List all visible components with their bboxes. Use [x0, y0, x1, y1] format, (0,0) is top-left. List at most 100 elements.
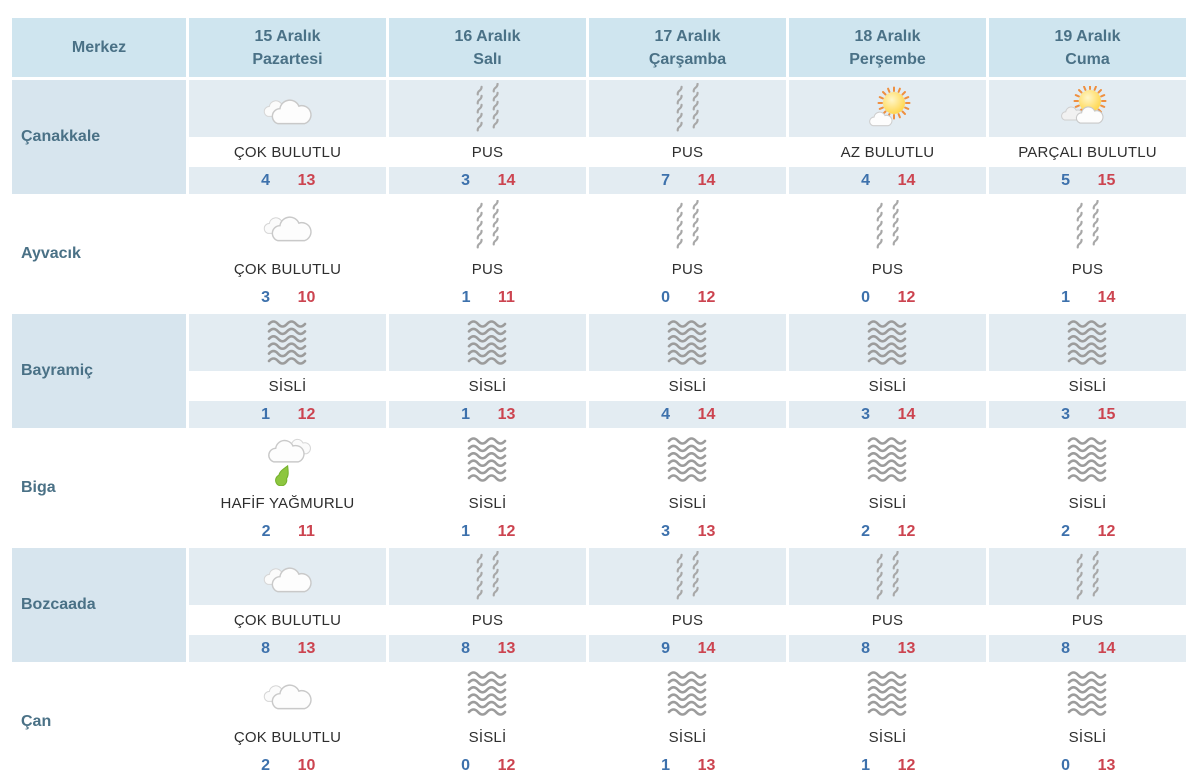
city-name-canakkale[interactable]: Çanakkale	[12, 80, 186, 194]
temperature-pair: 2 12	[789, 518, 986, 545]
city-name-ayvacik[interactable]: Ayvacık	[12, 197, 186, 311]
min-temp: 1	[461, 522, 471, 540]
condition-label: PUS	[789, 254, 986, 284]
header-day-0: 15 Aralık Pazartesi	[189, 18, 386, 77]
header-day-1: 16 Aralık Salı	[389, 18, 586, 77]
forecast-cell: HAFİF YAĞMURLU 2 11	[189, 431, 386, 545]
min-temp: 8	[1061, 639, 1071, 657]
forecast-cell: SİSLİ 1 12	[789, 665, 986, 779]
haze-icon	[667, 82, 709, 135]
min-temp: 2	[861, 522, 871, 540]
header-day-4: 19 Aralık Cuma	[989, 18, 1186, 77]
condition-label: SİSLİ	[189, 371, 386, 401]
forecast-cell: PUS 7 14	[589, 80, 786, 194]
weather-icon-area	[189, 665, 386, 722]
weather-icon-area	[789, 197, 986, 254]
weather-icon-area	[989, 431, 1186, 488]
condition-label: SİSLİ	[989, 371, 1186, 401]
min-temp: 0	[1061, 756, 1071, 774]
max-temp: 12	[697, 288, 716, 306]
max-temp: 13	[1097, 756, 1116, 774]
haze-icon	[867, 550, 909, 603]
max-temp: 13	[497, 405, 516, 423]
weather-icon-area	[589, 314, 786, 371]
temperature-pair: 3 13	[589, 518, 786, 545]
weather-icon-area	[189, 431, 386, 488]
city-name-can[interactable]: Çan	[12, 665, 186, 779]
forecast-cell: SİSLİ 3 15	[989, 314, 1186, 428]
min-temp: 3	[461, 171, 471, 189]
min-temp: 8	[861, 639, 871, 657]
condition-label: PUS	[589, 605, 786, 635]
max-temp: 14	[897, 405, 916, 423]
min-temp: 5	[1061, 171, 1071, 189]
condition-label: PUS	[989, 605, 1186, 635]
condition-label: AZ BULUTLU	[789, 137, 986, 167]
weather-icon-area	[589, 548, 786, 605]
condition-label: SİSLİ	[789, 488, 986, 518]
condition-label: SİSLİ	[389, 722, 586, 752]
temperature-pair: 7 14	[589, 167, 786, 194]
max-temp: 11	[498, 288, 515, 306]
condition-label: ÇOK BULUTLU	[189, 254, 386, 284]
max-temp: 10	[297, 756, 316, 774]
weather-icon-area	[589, 665, 786, 722]
city-name-bayramic[interactable]: Bayramiç	[12, 314, 186, 428]
temperature-pair: 3 15	[989, 401, 1186, 428]
city-name-bozcaada[interactable]: Bozcaada	[12, 548, 186, 662]
temperature-pair: 9 14	[589, 635, 786, 662]
condition-label: SİSLİ	[589, 488, 786, 518]
temperature-pair: 3 14	[389, 167, 586, 194]
forecast-cell: PUS 8 14	[989, 548, 1186, 662]
temperature-pair: 4 13	[189, 167, 386, 194]
forecast-cell: PUS 1 14	[989, 197, 1186, 311]
max-temp: 15	[1097, 171, 1116, 189]
max-temp: 13	[697, 756, 716, 774]
min-temp: 2	[1061, 522, 1071, 540]
weather-icon-area	[789, 665, 986, 722]
fog-icon	[1065, 435, 1111, 485]
temperature-pair: 3 10	[189, 284, 386, 311]
temperature-pair: 1 14	[989, 284, 1186, 311]
forecast-cell: SİSLİ 4 14	[589, 314, 786, 428]
weather-icon-area	[389, 548, 586, 605]
header-day-weekday: Salı	[473, 50, 502, 68]
forecast-cell: PUS 3 14	[389, 80, 586, 194]
min-temp: 9	[661, 639, 671, 657]
max-temp: 13	[897, 639, 916, 657]
forecast-cell: PUS 0 12	[789, 197, 986, 311]
max-temp: 14	[697, 171, 716, 189]
fog-icon	[665, 318, 711, 368]
forecast-cell: SİSLİ 1 12	[189, 314, 386, 428]
max-temp: 12	[297, 405, 316, 423]
partly-cloudy-icon	[1060, 85, 1116, 132]
min-temp: 0	[861, 288, 871, 306]
light-rain-icon	[261, 434, 315, 486]
condition-label: PUS	[989, 254, 1186, 284]
forecast-cell: ÇOK BULUTLU 2 10	[189, 665, 386, 779]
temperature-pair: 8 13	[789, 635, 986, 662]
weather-icon-area	[989, 548, 1186, 605]
max-temp: 12	[897, 288, 916, 306]
max-temp: 13	[497, 639, 516, 657]
city-name-biga[interactable]: Biga	[12, 431, 186, 545]
fog-icon	[665, 669, 711, 719]
forecast-cell: SİSLİ 0 13	[989, 665, 1186, 779]
temperature-pair: 2 11	[189, 518, 386, 545]
haze-icon	[467, 550, 509, 603]
header-day-3: 18 Aralık Perşembe	[789, 18, 986, 77]
haze-icon	[667, 199, 709, 252]
forecast-cell: PUS 0 12	[589, 197, 786, 311]
min-temp: 0	[461, 756, 471, 774]
cloudy-icon	[261, 555, 315, 599]
forecast-cell: ÇOK BULUTLU 3 10	[189, 197, 386, 311]
temperature-pair: 4 14	[589, 401, 786, 428]
forecast-cell: SİSLİ 1 12	[389, 431, 586, 545]
haze-icon	[867, 199, 909, 252]
condition-label: PUS	[389, 254, 586, 284]
condition-label: SİSLİ	[789, 371, 986, 401]
temperature-pair: 1 11	[389, 284, 586, 311]
header-day-weekday: Pazartesi	[252, 50, 323, 68]
weather-icon-area	[189, 80, 386, 137]
header-day-weekday: Cuma	[1065, 50, 1110, 68]
